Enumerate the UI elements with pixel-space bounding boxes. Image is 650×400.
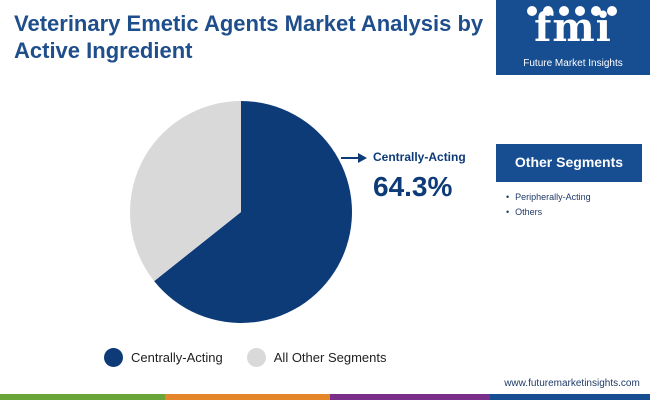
bottom-bar-blue xyxy=(490,394,650,400)
other-segments-list: Peripherally-Acting Others xyxy=(506,190,591,220)
fmi-logo: fmi Future Market Insights xyxy=(496,0,650,75)
legend: Centrally-Acting All Other Segments xyxy=(104,347,410,367)
other-segments-title: Other Segments xyxy=(514,154,624,170)
legend-item-centrally-acting: Centrally-Acting xyxy=(104,347,223,367)
callout-arrow xyxy=(341,153,367,163)
logo-name: Future Market Insights xyxy=(523,58,623,69)
right-panel: fmi Future Market Insights Other Segment… xyxy=(496,0,650,378)
pie-chart xyxy=(129,101,367,323)
legend-swatch xyxy=(104,347,123,367)
list-item: Peripherally-Acting xyxy=(506,190,591,205)
callout-label: Centrally-Acting xyxy=(373,150,466,164)
legend-label: Centrally-Acting xyxy=(131,349,223,365)
logo-letters: fmi xyxy=(534,4,612,51)
other-segments-header: Other Segments xyxy=(496,144,642,182)
pie-slice-centrally-acting xyxy=(154,101,352,323)
legend-swatch xyxy=(246,347,266,367)
website-url[interactable]: www.futuremarketinsights.com xyxy=(504,378,640,389)
logo-icons xyxy=(527,6,617,16)
callout-value: 64.3% xyxy=(373,171,453,202)
list-item: Others xyxy=(506,205,591,220)
bottom-bar-green xyxy=(0,394,165,400)
bottom-bar-purple xyxy=(330,394,490,400)
pie-slice-all-other-segments xyxy=(129,101,241,282)
legend-label: All Other Segments xyxy=(273,349,387,365)
legend-item-all-other-segments: All Other Segments xyxy=(246,347,387,367)
chart-title: Veterinary Emetic Agents Market Analysis… xyxy=(14,11,484,63)
bottom-bar-orange xyxy=(165,394,330,400)
